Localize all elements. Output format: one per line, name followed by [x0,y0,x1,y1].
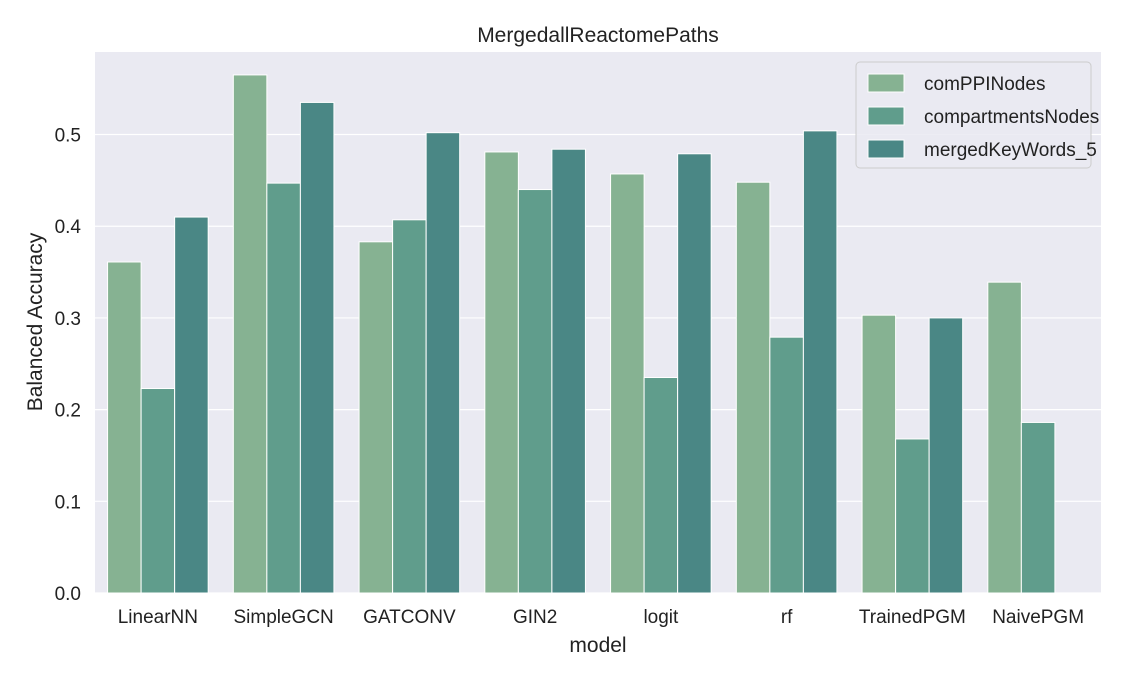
bar-mergedKeyWords_5-rf [802,130,838,594]
y-tick-label: 0.3 [55,309,81,330]
bar-mergedKeyWords_5-SimpleGCN [299,101,335,594]
legend: comPPINodes compartmentsNodes mergedKeyWor… [855,61,1099,169]
bar-compartmentsNodes-LinearNN [140,388,176,594]
x-tick-label: TrainedPGM [859,607,966,628]
bar-mergedKeyWords_5-GIN2 [551,148,586,594]
bar-mergedKeyWords_5-logit [677,153,712,594]
y-axis-ticks: 0.0 0.1 0.2 0.3 0.4 0.5 [55,126,82,605]
bar-mergedKeyWords_5-TrainedPGM [928,317,964,594]
bar-comPPINodes-TrainedPGM [861,314,897,594]
chart-title: MergedallReactomePaths [477,24,719,47]
x-tick-label: GATCONV [363,607,456,628]
x-tick-label: logit [643,607,679,628]
y-tick-label: 0.4 [55,217,82,238]
bar-comPPINodes-rf [735,181,771,594]
bar-comPPINodes-GATCONV [358,241,394,594]
legend-label: compartmentsNodes [924,107,1099,128]
legend-label: comPPINodes [924,74,1045,95]
y-tick-label: 0.1 [55,492,81,513]
bar-compartmentsNodes-rf [769,336,804,594]
bar-comPPINodes-NaivePGM [987,281,1022,594]
x-tick-label: GIN2 [513,607,557,628]
legend-swatch [867,106,905,126]
y-tick-label: 0.0 [55,584,81,605]
legend-swatch [867,139,905,159]
y-tick-label: 0.2 [55,401,81,422]
bar-compartmentsNodes-GIN2 [517,189,553,594]
x-tick-label: rf [781,607,793,628]
x-tick-label: NaivePGM [992,607,1084,628]
bar-compartmentsNodes-SimpleGCN [266,182,301,594]
bar-comPPINodes-SimpleGCN [232,74,268,594]
bar-compartmentsNodes-NaivePGM [1020,421,1056,594]
y-tick-label: 0.5 [55,126,81,147]
bar-compartmentsNodes-logit [643,377,679,594]
legend-swatch [867,73,905,93]
bar-compartmentsNodes-TrainedPGM [895,438,930,594]
legend-box [855,61,1092,169]
y-axis-label: Balanced Accuracy [24,232,47,411]
bars [107,74,1056,594]
x-axis-ticks: LinearNN SimpleGCN GATCONV GIN2 logit rf Train… [118,607,1084,628]
bar-mergedKeyWords_5-GATCONV [425,132,461,594]
bar-comPPINodes-GIN2 [484,151,519,594]
bar-mergedKeyWords_5-LinearNN [174,216,209,594]
bar-comPPINodes-logit [610,173,645,594]
x-axis-label: model [569,634,626,657]
x-tick-label: SimpleGCN [233,607,333,628]
bar-comPPINodes-LinearNN [107,261,142,594]
x-tick-label: LinearNN [118,607,198,628]
legend-label: mergedKeyWords_5 [924,140,1097,161]
bar-compartmentsNodes-GATCONV [392,219,427,594]
